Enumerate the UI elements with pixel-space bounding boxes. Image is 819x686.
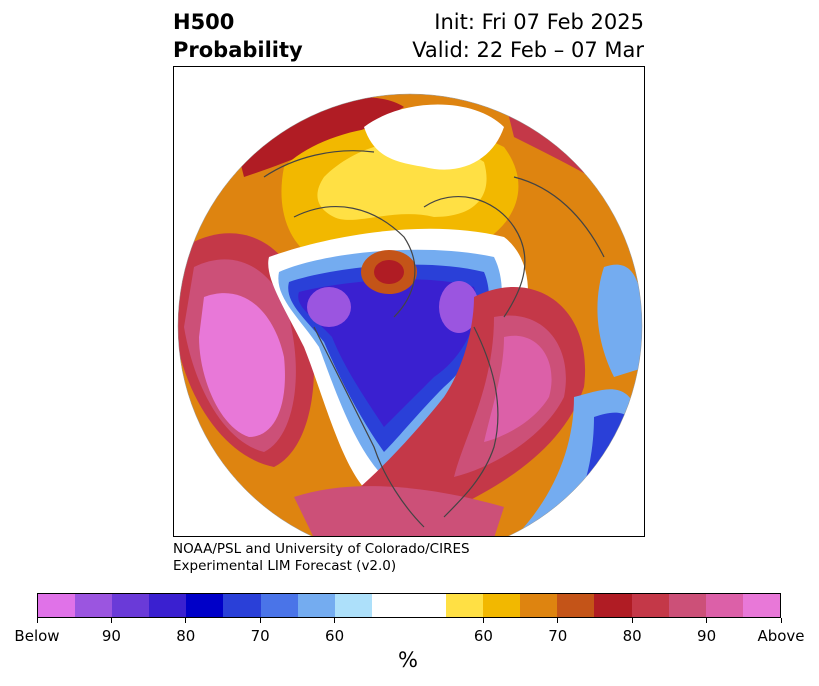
colorbar-tick-mark	[780, 618, 782, 623]
title-quantity: Probability	[173, 38, 303, 62]
colorbar-swatch	[446, 594, 484, 617]
colorbar-swatch	[260, 594, 298, 617]
colorbar-swatch	[594, 594, 632, 617]
colorbar-tick-mark	[110, 618, 112, 623]
colorbar-tick-label: 70	[250, 627, 270, 645]
colorbar-tick-label: 70	[548, 627, 568, 645]
colorbar-tick-mark	[706, 618, 708, 623]
colorbar-tick-mark	[631, 618, 633, 623]
probability-map-svg	[177, 93, 643, 536]
colorbar-tick-label: 90	[697, 627, 717, 645]
init-date: Init: Fri 07 Feb 2025	[434, 10, 644, 34]
colorbar-swatch	[75, 594, 113, 617]
colorbar-tick-mark	[334, 618, 336, 623]
title-variable: H500	[173, 10, 235, 34]
colorbar-swatch	[38, 594, 76, 617]
valid-period: Valid: 22 Feb – 07 Mar	[412, 38, 644, 62]
colorbar-swatch	[483, 594, 521, 617]
colorbar-unit: %	[398, 648, 418, 672]
region-pacific-magenta	[199, 293, 285, 437]
colorbar-swatch	[149, 594, 187, 617]
map-title-right: Init: Fri 07 Feb 2025 Valid: 22 Feb – 07…	[412, 8, 644, 64]
colorbar-tick-mark	[36, 618, 38, 623]
region-atlantic-pink	[484, 335, 552, 442]
colorbar-swatch	[705, 594, 743, 617]
colorbar-swatch	[631, 594, 669, 617]
colorbar-tick-mark	[185, 618, 187, 623]
colorbar-tick-label: 60	[473, 627, 493, 645]
credit-line-1: NOAA/PSL and University of Colorado/CIRE…	[173, 541, 470, 557]
colorbar-swatch	[371, 594, 409, 617]
colorbar-tick-mark	[259, 618, 261, 623]
probability-colorbar	[37, 593, 781, 618]
region-arctic-neutral	[364, 104, 504, 170]
colorbar-tick-label: 60	[325, 627, 345, 645]
colorbar-tick-mark	[482, 618, 484, 623]
colorbar-swatch	[297, 594, 335, 617]
colorbar-tick-label: 80	[622, 627, 642, 645]
colorbar-tick-mark	[557, 618, 559, 623]
region-greenland-red	[374, 260, 404, 284]
colorbar-swatch	[520, 594, 558, 617]
colorbar-swatch	[186, 594, 224, 617]
region-south-rose	[294, 486, 504, 536]
region-below-violet-west	[307, 287, 351, 327]
colorbar-swatch	[557, 594, 595, 617]
colorbar-swatch	[223, 594, 261, 617]
colorbar-swatch	[334, 594, 372, 617]
colorbar-tick-label: 80	[176, 627, 196, 645]
forecast-map	[173, 66, 645, 537]
colorbar-tick-label: Below	[14, 627, 60, 645]
colorbar-tick-label: 90	[101, 627, 121, 645]
credit-line-2: Experimental LIM Forecast (v2.0)	[173, 558, 397, 574]
map-title-left: H500 Probability	[173, 8, 303, 64]
coastlines	[263, 150, 605, 528]
credit-text: NOAA/PSL and University of Colorado/CIRE…	[173, 541, 470, 575]
colorbar-swatch	[112, 594, 150, 617]
colorbar-swatch	[668, 594, 706, 617]
colorbar-tick-label: Above	[757, 627, 805, 645]
region-below-violet-east	[439, 281, 479, 333]
colorbar-swatch	[408, 594, 447, 617]
colorbar-swatch	[742, 594, 780, 617]
region-east-light	[597, 264, 642, 377]
